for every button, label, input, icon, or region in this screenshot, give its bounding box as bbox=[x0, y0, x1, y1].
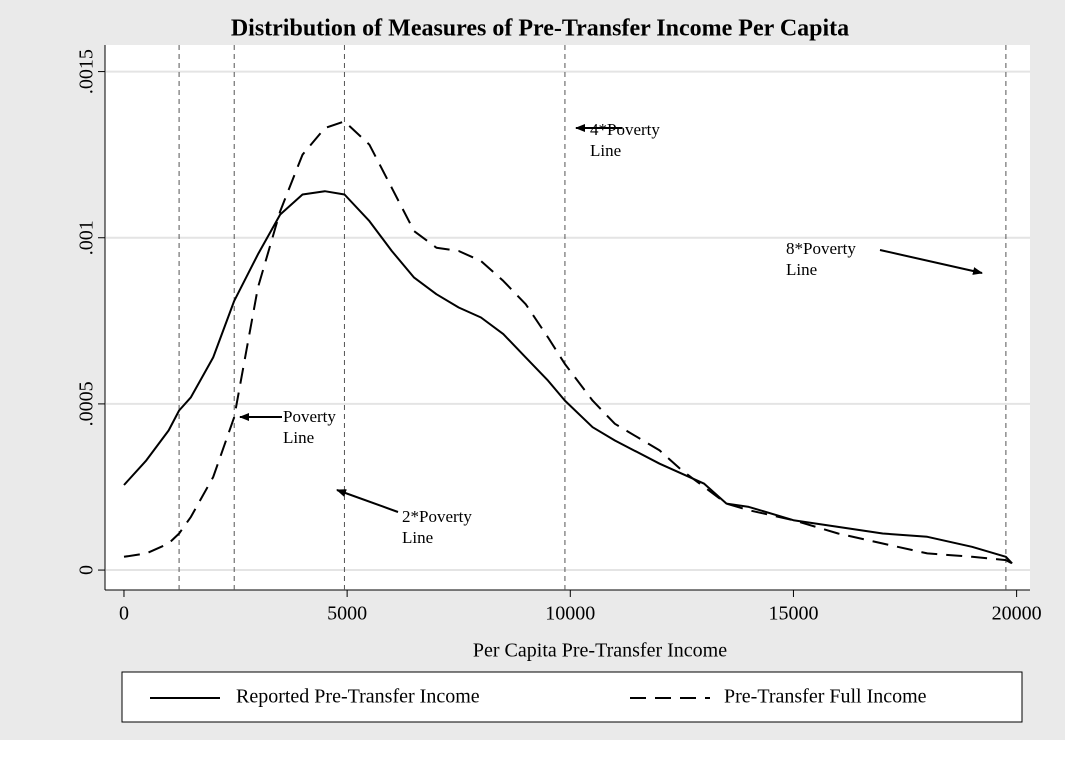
legend-label: Reported Pre-Transfer Income bbox=[236, 686, 480, 708]
x-axis-title: Per Capita Pre-Transfer Income bbox=[473, 640, 727, 662]
plot-area bbox=[105, 45, 1030, 590]
annotation-text: 8*Poverty bbox=[786, 239, 856, 258]
x-tick-label: 5000 bbox=[327, 603, 367, 625]
x-tick-label: 0 bbox=[119, 603, 129, 625]
y-tick-label: .0015 bbox=[76, 49, 98, 94]
annotation-text: Line bbox=[786, 260, 817, 279]
chart-title: Distribution of Measures of Pre-Transfer… bbox=[231, 16, 849, 42]
legend-label: Pre-Transfer Full Income bbox=[724, 686, 927, 708]
series-line bbox=[123, 190, 1013, 565]
annotation-arrow bbox=[336, 489, 399, 513]
legend bbox=[121, 671, 1023, 723]
annotation-text: Line bbox=[283, 428, 314, 447]
annotation-text: Line bbox=[402, 528, 433, 547]
y-tick-label: .0005 bbox=[76, 381, 98, 426]
y-tick-label: .001 bbox=[76, 220, 98, 255]
y-tick-label: 0 bbox=[76, 565, 98, 575]
annotation-text: Line bbox=[590, 141, 621, 160]
x-tick-label: 10000 bbox=[545, 603, 595, 625]
annotation-text: Poverty bbox=[283, 407, 336, 426]
annotation-text: 2*Poverty bbox=[402, 507, 472, 526]
x-tick-label: 15000 bbox=[768, 603, 818, 625]
series-line bbox=[123, 120, 1013, 565]
annotation-text: 4*Poverty bbox=[590, 120, 660, 139]
x-tick-label: 20000 bbox=[992, 603, 1042, 625]
annotation-arrow bbox=[879, 249, 983, 275]
